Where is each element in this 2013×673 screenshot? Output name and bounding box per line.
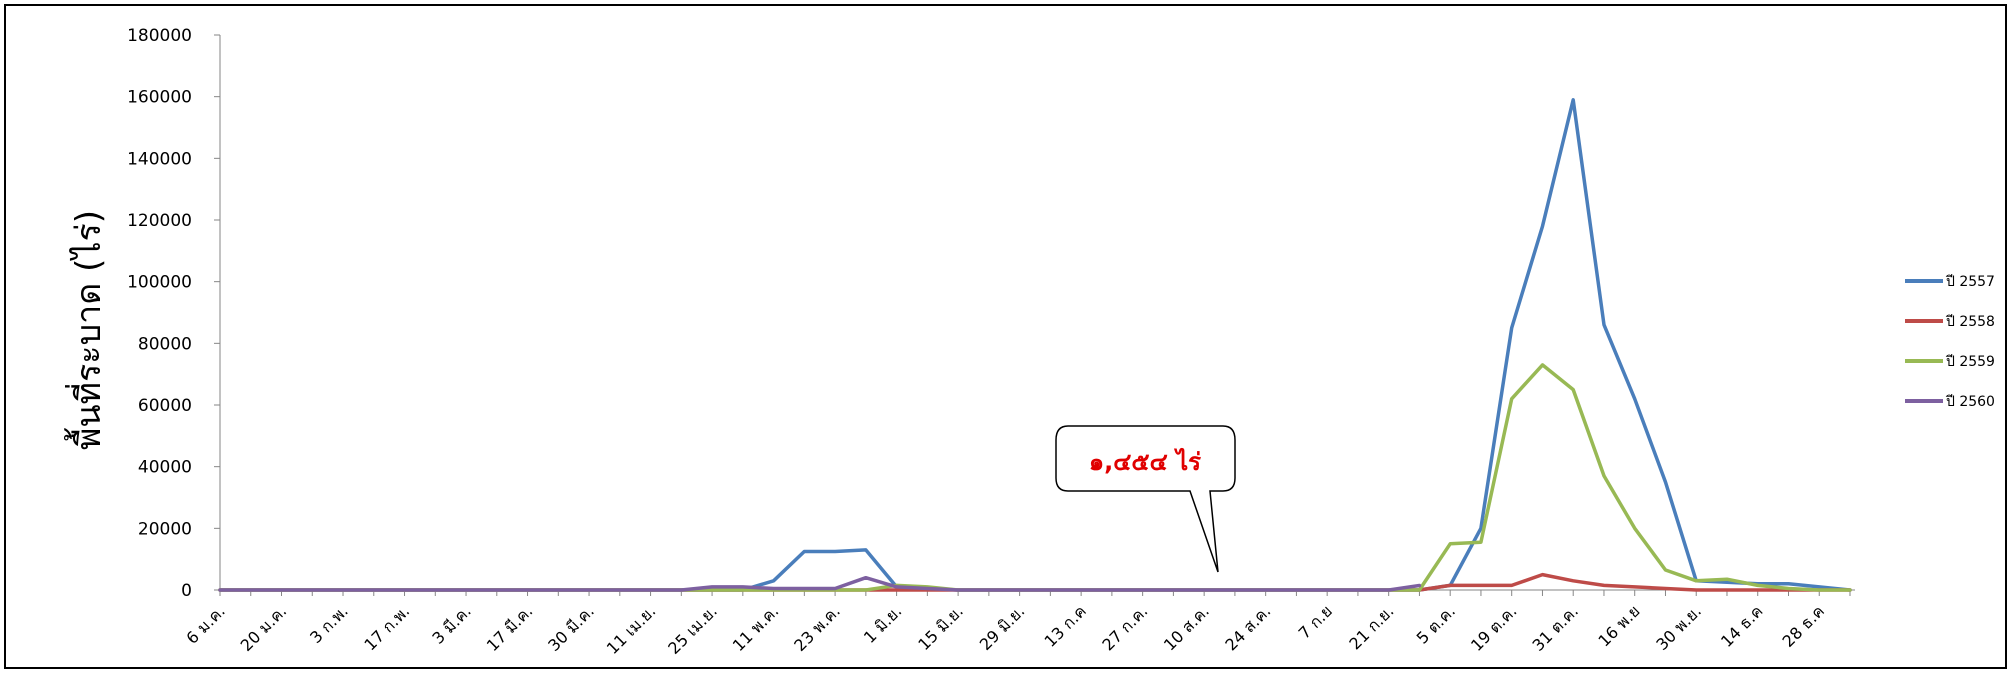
y-tick-label: 100000 — [127, 273, 192, 293]
legend-label: ปี 2557 — [1946, 274, 1995, 290]
y-tick-label: 140000 — [127, 149, 192, 169]
x-tick-label: 31 ต.ค. — [1528, 601, 1582, 655]
legend: ปี 2557 ปี 2558 ปี 2559 ปี 2560 — [1905, 274, 1995, 410]
x-tick-label: 1 มิ.ย. — [860, 601, 906, 647]
legend-label: ปี 2558 — [1946, 314, 1995, 330]
callout-text: ๑,๔๕๔ ไร่ — [1089, 447, 1201, 476]
x-tick-label: 20 ม.ค. — [237, 601, 291, 655]
x-tick-label: 14 ธ.ค — [1717, 601, 1766, 650]
x-tick-label: 30 พ.ย. — [1652, 601, 1705, 654]
series-line-2 — [218, 363, 1852, 592]
x-tick-label: 25 เม.ย. — [664, 601, 721, 658]
y-tick-label: 60000 — [138, 396, 192, 416]
y-axis-label: พื้นที่ระบาด (ไร่) — [64, 210, 109, 450]
x-tick-label: 16 พ.ย — [1594, 601, 1643, 650]
x-tick-label: 6 ม.ค. — [182, 601, 228, 647]
callout-bubble — [1055, 425, 1236, 573]
series-line-1 — [218, 572, 1852, 592]
x-tick-label: 27 ก.ค. — [1098, 601, 1151, 654]
y-tick-label: 40000 — [138, 458, 192, 478]
x-tick-label: 30 มี.ค. — [544, 601, 598, 655]
legend-label: ปี 2559 — [1946, 354, 1995, 370]
x-tick-label: 3 มี.ค. — [428, 601, 474, 647]
y-tick-label: 0 — [181, 581, 192, 601]
y-tick-label: 120000 — [127, 211, 192, 231]
y-tick-label: 80000 — [138, 334, 192, 354]
x-tick-label: 3 ก.พ. — [306, 601, 352, 647]
annotation-callout: ๑,๔๕๔ ไร่ — [1055, 425, 1236, 573]
x-tick-label: 7 ก.ย — [1295, 601, 1336, 642]
x-axis: 6 ม.ค. 20 ม.ค. 3 ก.พ. 17 ก.พ. 3 มี.ค. 17 มี.ค… — [182, 589, 1855, 658]
x-tick-label: 29 มิ.ย. — [976, 601, 1029, 654]
x-tick-label: 17 มี.ค. — [483, 601, 537, 655]
x-tick-label: 21 ก.ย. — [1345, 601, 1397, 653]
legend-label: ปี 2560 — [1946, 394, 1995, 410]
y-tick-label: 160000 — [127, 88, 192, 108]
series-line-3 — [218, 575, 1422, 592]
x-tick-label: 15 มิ.ย. — [914, 601, 967, 654]
series-group — [218, 98, 1852, 592]
x-tick-label: 23 พ.ค. — [790, 601, 844, 655]
y-tick-label: 20000 — [138, 519, 192, 539]
x-tick-label: 11 เม.ย. — [603, 601, 660, 658]
x-tick-label: 13 ก.ค — [1041, 601, 1090, 650]
series-line-0 — [218, 98, 1852, 592]
x-tick-label: 17 ก.พ. — [360, 601, 413, 654]
y-axis: 0 20000 40000 60000 80000 100000 120000 140000 1… — [127, 26, 221, 601]
y-tick-label: 180000 — [127, 26, 192, 46]
x-tick-label: 10 ส.ค. — [1160, 601, 1213, 654]
x-tick-label: 28 ธ.ค — [1779, 601, 1828, 650]
x-tick-label: 19 ต.ค. — [1467, 601, 1521, 655]
x-tick-label: 5 ต.ค. — [1413, 601, 1459, 647]
chart-frame — [4, 4, 2007, 669]
x-tick-label: 24 ส.ค. — [1221, 601, 1274, 654]
x-tick-label: 11 พ.ค. — [729, 601, 783, 655]
